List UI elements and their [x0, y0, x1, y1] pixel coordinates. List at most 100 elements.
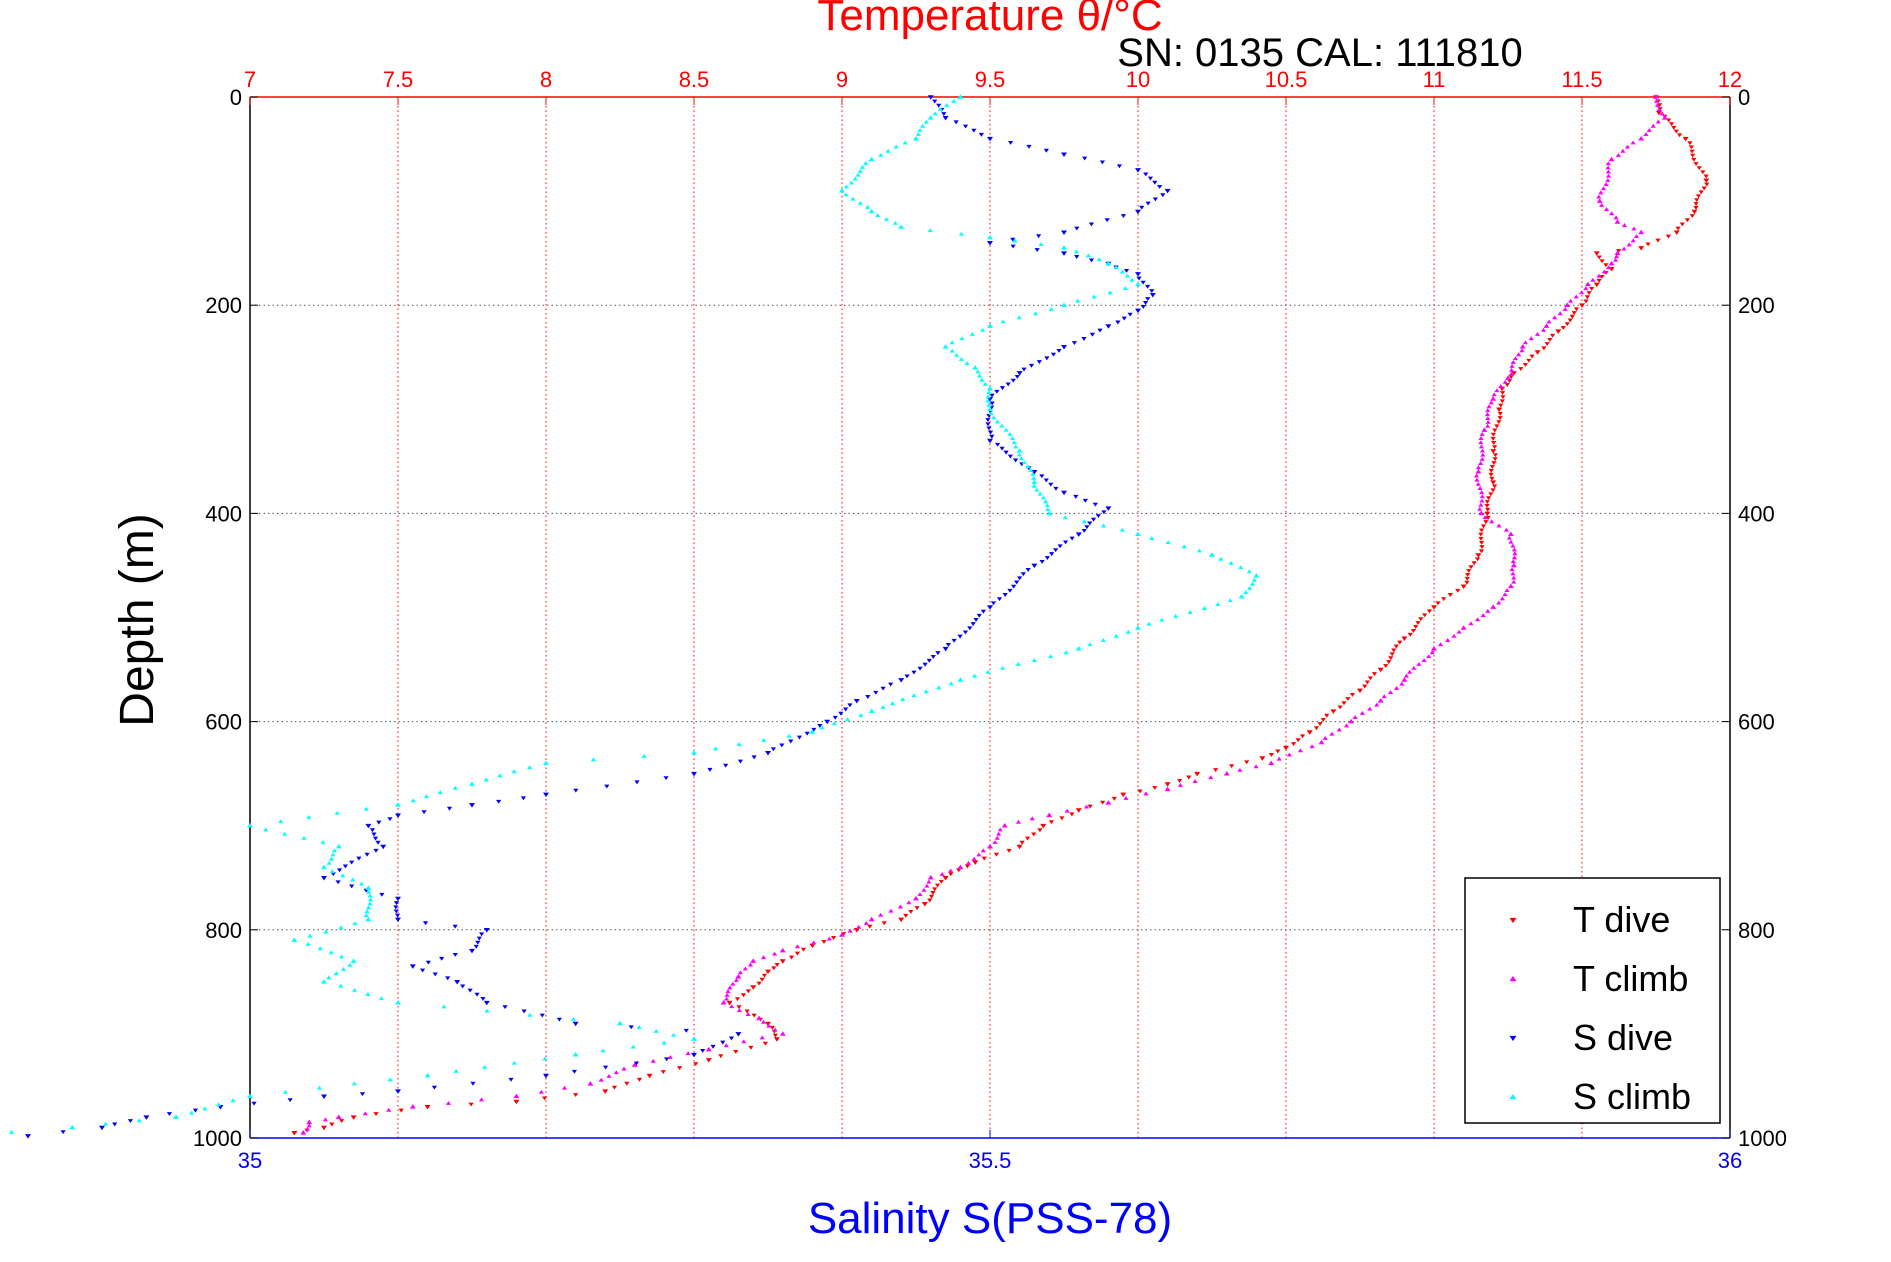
data-point-interp — [848, 180, 854, 185]
data-point-interp — [949, 348, 955, 353]
data-point-interp — [930, 654, 936, 659]
data-point-interp — [1516, 352, 1522, 357]
data-point-interp — [1496, 420, 1502, 425]
data-point — [321, 875, 327, 881]
data-point-interp — [1613, 215, 1619, 220]
data-point-interp — [1286, 752, 1292, 757]
right-tick-label: 400 — [1738, 501, 1775, 526]
data-point-interp — [927, 228, 933, 233]
data-point-interp — [1010, 378, 1016, 383]
data-point-interp — [573, 1093, 579, 1097]
data-point-interp — [890, 701, 896, 705]
data-point-interp — [335, 880, 341, 885]
data-point-interp — [727, 985, 733, 990]
right-tick-label: 600 — [1738, 710, 1775, 735]
data-point — [691, 750, 697, 755]
data-point — [839, 187, 845, 193]
data-point-interp — [1016, 452, 1022, 457]
data-point-interp — [1596, 273, 1602, 278]
data-point — [868, 156, 875, 162]
data-point-interp — [1480, 524, 1487, 529]
data-point — [1490, 396, 1497, 401]
data-point-interp — [1447, 593, 1453, 597]
data-point — [572, 1052, 579, 1057]
top-tick-label: 7 — [244, 67, 256, 92]
data-point-interp — [1688, 145, 1694, 150]
data-point-interp — [630, 1044, 636, 1049]
data-point — [395, 999, 401, 1005]
data-point-interp — [1544, 342, 1550, 347]
data-point-interp — [278, 819, 284, 824]
data-point-interp — [1605, 177, 1611, 182]
data-point-interp — [1087, 804, 1093, 809]
data-point-interp — [1088, 258, 1095, 263]
data-point-interp — [821, 939, 827, 944]
data-point — [1135, 209, 1141, 215]
data-point-interp — [1488, 472, 1494, 477]
data-point — [306, 1119, 313, 1125]
data-point-interp — [794, 951, 801, 956]
data-point — [1061, 245, 1067, 250]
data-point-interp — [1605, 169, 1612, 174]
data-point-interp — [999, 423, 1005, 428]
data-point-interp — [951, 98, 957, 103]
data-point — [957, 94, 964, 99]
data-point-interp — [1238, 565, 1244, 570]
data-point-interp — [878, 152, 884, 157]
data-point-interp — [1016, 315, 1022, 320]
data-point-interp — [1295, 738, 1301, 743]
data-point — [469, 803, 475, 808]
data-point-interp — [1139, 205, 1145, 210]
data-point — [853, 698, 860, 704]
data-point-interp — [1479, 528, 1485, 533]
data-point-interp — [1601, 269, 1607, 274]
data-point-interp — [1251, 577, 1257, 582]
data-point-interp — [480, 996, 486, 1001]
data-point — [1164, 188, 1171, 194]
data-point-interp — [1519, 348, 1525, 353]
data-point-interp — [1498, 384, 1504, 388]
data-point — [1608, 260, 1615, 266]
data-point-interp — [561, 1085, 568, 1090]
data-point-interp — [736, 1008, 743, 1013]
data-point — [898, 917, 905, 923]
data-point-interp — [737, 970, 743, 975]
data-point — [321, 864, 327, 870]
data-point-interp — [1413, 625, 1419, 629]
data-point-interp — [1479, 545, 1485, 550]
data-point-interp — [1616, 248, 1622, 253]
data-point-interp — [1479, 431, 1485, 436]
data-point — [572, 1021, 579, 1027]
data-point-interp — [363, 913, 369, 918]
data-point-interp — [421, 810, 427, 815]
data-point-interp — [1624, 144, 1631, 149]
data-point-interp — [1322, 735, 1328, 740]
data-point-interp — [999, 446, 1005, 451]
data-point-interp — [772, 1027, 778, 1032]
data-point-interp — [1557, 311, 1563, 316]
data-point-interp — [1484, 500, 1490, 505]
bottom-tick-label: 35.5 — [969, 1148, 1012, 1173]
data-point-interp — [1650, 123, 1656, 128]
data-point-interp — [127, 1119, 134, 1123]
data-point-interp — [736, 742, 742, 747]
data-point-interp — [1560, 325, 1566, 330]
data-point-interp — [1499, 399, 1505, 404]
data-point — [779, 959, 786, 964]
data-point — [1075, 808, 1082, 813]
data-point — [765, 751, 771, 756]
data-point-interp — [1034, 487, 1040, 492]
data-point-interp — [1297, 748, 1304, 753]
data-point — [1431, 605, 1437, 610]
data-point-interp — [880, 686, 886, 691]
data-point-interp — [1081, 528, 1087, 533]
data-point-interp — [1455, 588, 1461, 593]
data-point-interp — [1031, 475, 1037, 480]
data-point — [380, 844, 387, 850]
data-point-interp — [1474, 477, 1480, 482]
data-point-interp — [1494, 424, 1500, 429]
data-point-interp — [1488, 468, 1494, 473]
data-point-interp — [771, 966, 777, 971]
data-point-interp — [1136, 276, 1142, 281]
data-point-interp — [1604, 207, 1610, 211]
